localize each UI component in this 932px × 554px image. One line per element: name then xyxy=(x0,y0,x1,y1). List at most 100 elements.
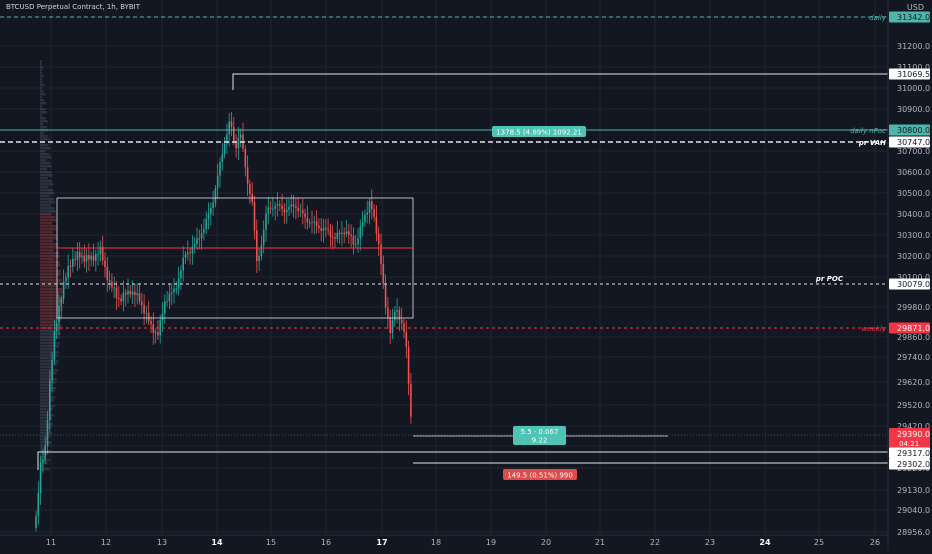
candle-body xyxy=(295,206,297,209)
profile-bar xyxy=(40,213,52,216)
candle-body xyxy=(348,231,350,235)
candle-body xyxy=(375,216,378,234)
profile-bar xyxy=(40,84,45,87)
candle-body xyxy=(111,281,113,288)
low-box-b-price-tag: 29302.0 xyxy=(897,460,930,469)
price-tick-label: 29980.0 xyxy=(897,303,930,312)
symbol-title[interactable]: BTCUSD Perpetual Contract, 1h, BYBIT xyxy=(6,3,141,11)
profile-bar xyxy=(40,288,63,291)
candle-body xyxy=(196,238,198,245)
profile-bar xyxy=(40,381,56,384)
price-tick-label: 31000.0 xyxy=(897,84,930,93)
candle-body xyxy=(95,253,97,261)
candle-body xyxy=(83,255,86,262)
profile-bar xyxy=(40,378,57,381)
candle-body xyxy=(141,301,143,306)
profile-bar xyxy=(40,159,47,162)
profile-bar xyxy=(40,123,44,126)
profile-bar xyxy=(40,300,64,303)
candles xyxy=(35,112,412,532)
time-tick-label: 11 xyxy=(46,538,56,547)
profile-bar xyxy=(40,429,48,432)
measure-bottom-box xyxy=(503,469,577,480)
profile-bar xyxy=(40,117,47,120)
profile-bar xyxy=(40,126,47,129)
candle-body xyxy=(214,188,217,203)
candle-body xyxy=(407,347,410,384)
candle-body xyxy=(246,167,249,184)
candle-body xyxy=(60,298,63,306)
weekly-price-tag-bg xyxy=(889,322,930,334)
low-box-a-price-tag-bg xyxy=(889,447,930,459)
profile-bar xyxy=(40,177,48,180)
profile-bar xyxy=(40,303,59,306)
candle-body xyxy=(302,210,304,214)
candle-body xyxy=(274,205,276,209)
candle-body xyxy=(191,246,194,254)
profile-bar xyxy=(40,198,54,201)
profile-bar xyxy=(40,246,59,249)
profile-bar xyxy=(40,462,48,465)
candle-body xyxy=(389,317,391,333)
profile-bar xyxy=(40,63,42,66)
low-box-a-line xyxy=(37,451,888,470)
profile-bar xyxy=(40,72,42,75)
profile-bar xyxy=(40,408,54,411)
candle-body xyxy=(177,278,180,289)
profile-bar xyxy=(40,372,57,375)
candle-body xyxy=(58,305,60,324)
profile-bar xyxy=(40,369,58,372)
daily-npoc-price-tag-bg xyxy=(889,124,930,136)
candle-body xyxy=(233,127,235,142)
candle-body xyxy=(154,332,157,334)
profile-bar xyxy=(40,225,57,228)
candle-body xyxy=(308,222,311,224)
candle-body xyxy=(253,202,256,231)
candle-body xyxy=(357,238,359,245)
candle-body xyxy=(74,258,76,260)
profile-bar xyxy=(40,384,52,387)
profile-bar xyxy=(40,165,52,168)
candle-body xyxy=(106,266,109,281)
candle-body xyxy=(279,204,281,206)
candle-body xyxy=(152,324,155,333)
profile-bar xyxy=(40,321,58,324)
candle-body xyxy=(373,208,375,217)
candle-body xyxy=(387,307,389,318)
profile-bar xyxy=(40,81,43,84)
profile-bar xyxy=(40,69,42,72)
profile-bar xyxy=(40,333,61,336)
profile-bar xyxy=(40,342,60,345)
profile-bar xyxy=(40,312,58,315)
candle-body xyxy=(129,290,132,295)
price-tick-label: 30700.0 xyxy=(897,147,930,156)
level-labels: daily daily nPoc pr VAH pr POC weekly xyxy=(815,14,887,333)
profile-bar xyxy=(40,318,62,321)
candle-body xyxy=(147,312,150,322)
candle-body xyxy=(150,321,152,325)
time-axis[interactable]: 11 12 13 14 15 16 17 18 19 20 21 22 23 24 25 26 xyxy=(0,534,888,547)
candle-body xyxy=(122,292,125,302)
candle-body xyxy=(219,162,221,176)
candle-body xyxy=(400,319,403,324)
price-tick-label: 30100.0 xyxy=(897,273,930,282)
measure-top-box xyxy=(492,126,586,137)
profile-bar xyxy=(40,432,53,435)
candle-body xyxy=(226,134,228,144)
candle-body xyxy=(53,331,56,360)
profile-bar xyxy=(40,138,50,141)
profile-bar xyxy=(40,153,50,156)
candle-body xyxy=(320,228,322,231)
daily-label: daily xyxy=(869,14,887,22)
daily-price-tag-bg xyxy=(889,11,930,23)
profile-bar xyxy=(40,210,56,213)
profile-bar xyxy=(40,366,54,369)
time-tick-label: 22 xyxy=(650,538,660,547)
candle-body xyxy=(249,183,251,194)
price-tick-label: 29130.0 xyxy=(897,486,930,495)
profile-bar xyxy=(40,240,54,243)
profile-bar xyxy=(40,90,44,93)
